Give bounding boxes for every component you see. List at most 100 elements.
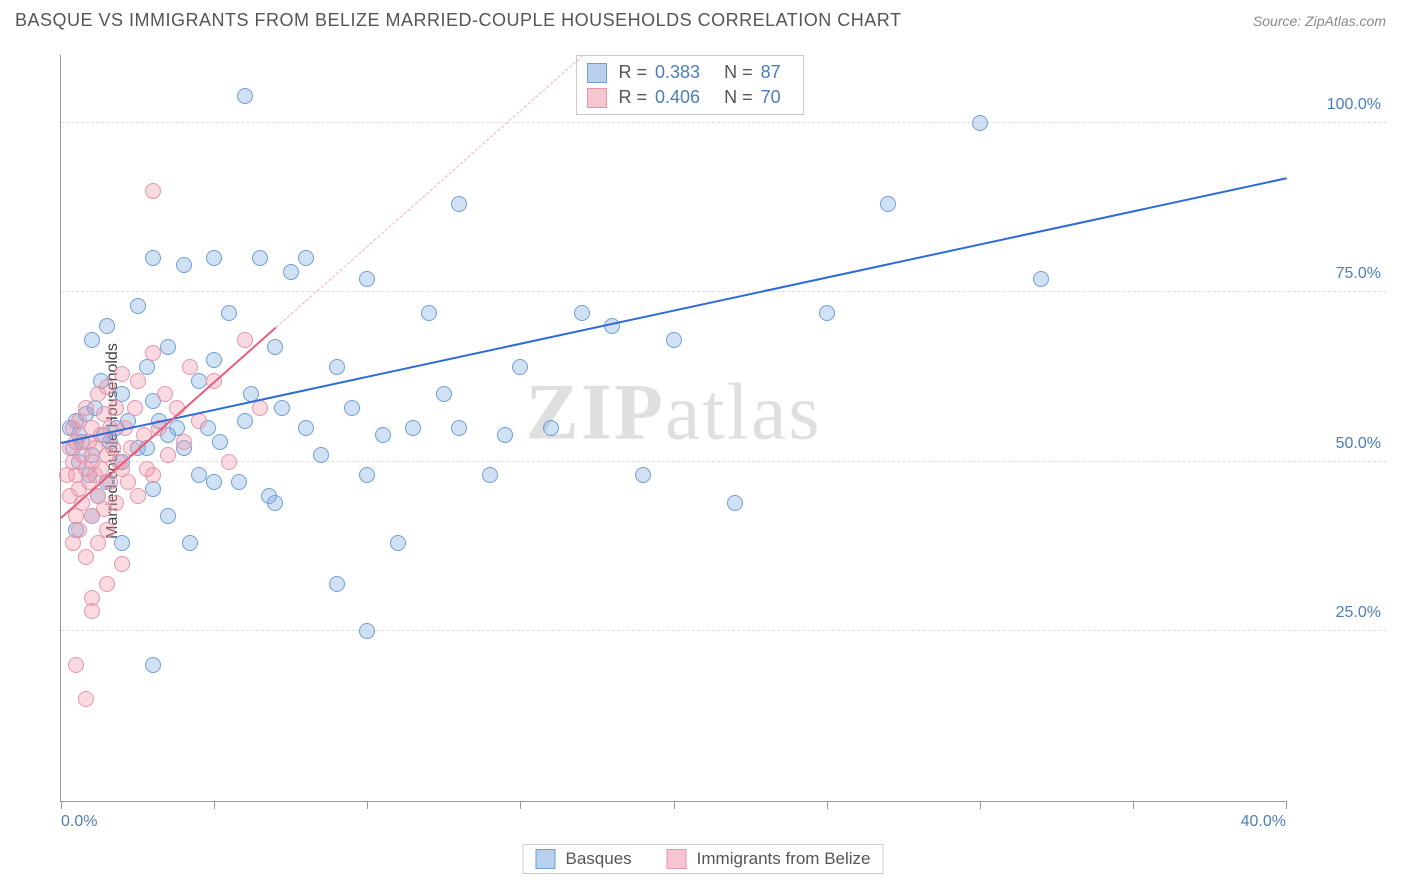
stats-box: R = 0.383 N = 87 R = 0.406 N = 70 — [576, 55, 804, 115]
r-label: R = — [619, 62, 648, 83]
data-point — [405, 420, 421, 436]
legend-swatch-basques — [536, 849, 556, 869]
chart-container: Married-couple Households ZIPatlas R = 0… — [45, 55, 1386, 827]
data-point — [221, 454, 237, 470]
trendline-extrapolated — [275, 55, 582, 327]
swatch-basques — [587, 63, 607, 83]
gridline — [61, 291, 1386, 292]
data-point — [130, 298, 146, 314]
data-point — [114, 366, 130, 382]
data-point — [99, 318, 115, 334]
data-point — [206, 352, 222, 368]
data-point — [99, 522, 115, 538]
stats-row-basques: R = 0.383 N = 87 — [587, 60, 793, 85]
data-point — [114, 535, 130, 551]
data-point — [99, 576, 115, 592]
data-point — [176, 257, 192, 273]
bottom-legend: Basques Immigrants from Belize — [523, 844, 884, 874]
data-point — [329, 359, 345, 375]
data-point — [160, 447, 176, 463]
data-point — [176, 434, 192, 450]
data-point — [666, 332, 682, 348]
data-point — [421, 305, 437, 321]
legend-swatch-belize — [667, 849, 687, 869]
data-point — [191, 467, 207, 483]
data-point — [237, 332, 253, 348]
ytick-label: 100.0% — [1327, 96, 1381, 114]
data-point — [252, 250, 268, 266]
data-point — [543, 420, 559, 436]
data-point — [145, 467, 161, 483]
data-point — [157, 386, 173, 402]
data-point — [160, 339, 176, 355]
data-point — [574, 305, 590, 321]
data-point — [84, 603, 100, 619]
data-point — [206, 474, 222, 490]
xtick — [214, 801, 215, 809]
ytick-label: 75.0% — [1336, 265, 1381, 283]
xtick — [674, 801, 675, 809]
data-point — [65, 535, 81, 551]
data-point — [880, 196, 896, 212]
xtick-label: 0.0% — [61, 813, 97, 831]
r-label: R = — [619, 87, 648, 108]
data-point — [497, 427, 513, 443]
data-point — [78, 549, 94, 565]
data-point — [274, 400, 290, 416]
data-point — [145, 345, 161, 361]
xtick — [980, 801, 981, 809]
data-point — [727, 495, 743, 511]
data-point — [298, 250, 314, 266]
data-point — [145, 250, 161, 266]
data-point — [390, 535, 406, 551]
r-value-belize: 0.406 — [655, 87, 700, 108]
data-point — [160, 508, 176, 524]
ytick-label: 25.0% — [1336, 604, 1381, 622]
data-point — [78, 691, 94, 707]
trendline — [61, 177, 1287, 444]
data-point — [482, 467, 498, 483]
data-point — [127, 400, 143, 416]
n-value-basques: 87 — [761, 62, 781, 83]
data-point — [375, 427, 391, 443]
xtick — [61, 801, 62, 809]
data-point — [237, 413, 253, 429]
data-point — [145, 183, 161, 199]
data-point — [436, 386, 452, 402]
watermark: ZIPatlas — [526, 368, 822, 459]
data-point — [99, 379, 115, 395]
data-point — [451, 420, 467, 436]
plot-area: ZIPatlas R = 0.383 N = 87 R = 0.406 N = … — [60, 55, 1286, 802]
data-point — [114, 556, 130, 572]
data-point — [237, 88, 253, 104]
data-point — [212, 434, 228, 450]
data-point — [108, 495, 124, 511]
data-point — [145, 657, 161, 673]
data-point — [84, 332, 100, 348]
data-point — [68, 657, 84, 673]
gridline — [61, 630, 1386, 631]
data-point — [182, 359, 198, 375]
data-point — [359, 271, 375, 287]
data-point — [512, 359, 528, 375]
data-point — [1033, 271, 1049, 287]
gridline — [61, 461, 1386, 462]
gridline — [61, 122, 1386, 123]
data-point — [130, 373, 146, 389]
data-point — [108, 400, 124, 416]
data-point — [182, 535, 198, 551]
xtick-label: 40.0% — [1241, 813, 1286, 831]
xtick — [1133, 801, 1134, 809]
data-point — [283, 264, 299, 280]
data-point — [329, 576, 345, 592]
xtick — [827, 801, 828, 809]
data-point — [451, 196, 467, 212]
ytick-label: 50.0% — [1336, 435, 1381, 453]
legend-label-belize: Immigrants from Belize — [697, 849, 871, 869]
data-point — [191, 373, 207, 389]
data-point — [359, 467, 375, 483]
data-point — [231, 474, 247, 490]
data-point — [635, 467, 651, 483]
chart-title: BASQUE VS IMMIGRANTS FROM BELIZE MARRIED… — [15, 10, 901, 31]
data-point — [313, 447, 329, 463]
